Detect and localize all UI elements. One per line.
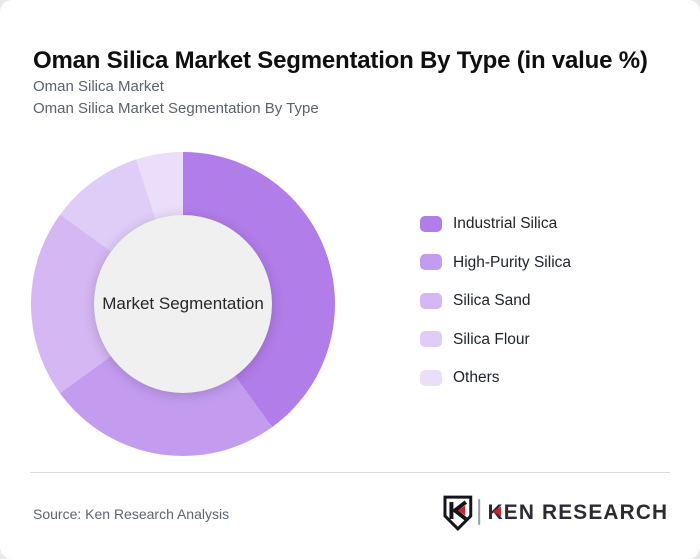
chart-subtitle: Oman Silica Market Oman Silica Market Se… [33,76,319,120]
legend-label: Industrial Silica [453,215,558,232]
logo-shield-k-chevron [451,500,468,521]
donut-chart[interactable]: Market Segmentation [31,152,335,456]
legend-item-silica-flour[interactable]: Silica Flour [420,331,571,348]
logo-text-red-triangle-icon [493,506,501,517]
legend-swatch-icon [420,369,442,386]
legend-item-industrial-silica[interactable]: Industrial Silica [420,215,571,232]
page-title: Oman Silica Market Segmentation By Type … [33,47,648,75]
logo-brand-text: KEN RESEARCH [488,501,669,524]
footer-divider [30,472,670,473]
donut-center-label: Market Segmentation [102,294,264,313]
legend-label: High-Purity Silica [453,253,572,271]
legend-swatch-icon [420,215,442,232]
legend-item-silica-sand[interactable]: Silica Sand [420,292,571,309]
logo-shield-red-triangle-icon [457,505,466,516]
legend-label: Silica Flour [453,330,530,348]
logo-shield-k-stem [449,502,454,519]
legend-label: Others [453,369,500,386]
source-text: Source: Ken Research Analysis [33,506,230,522]
ken-research-logo: KEN RESEARCH [443,495,669,531]
subtitle-line-2: Oman Silica Market Segmentation By Type [33,100,319,117]
legend-swatch-icon [420,254,442,270]
subtitle-line-1: Oman Silica Market [33,78,164,95]
donut-center: Market Segmentation [94,215,272,393]
legend-swatch-icon [420,292,442,309]
legend: Industrial Silica High-Purity Silica Silic… [420,215,571,408]
legend-swatch-icon [420,331,442,347]
legend-item-others[interactable]: Others [420,369,571,386]
logo-separator [478,499,481,525]
legend-item-high-purity-silica[interactable]: High-Purity Silica [420,254,571,271]
legend-label: Silica Sand [453,292,531,309]
